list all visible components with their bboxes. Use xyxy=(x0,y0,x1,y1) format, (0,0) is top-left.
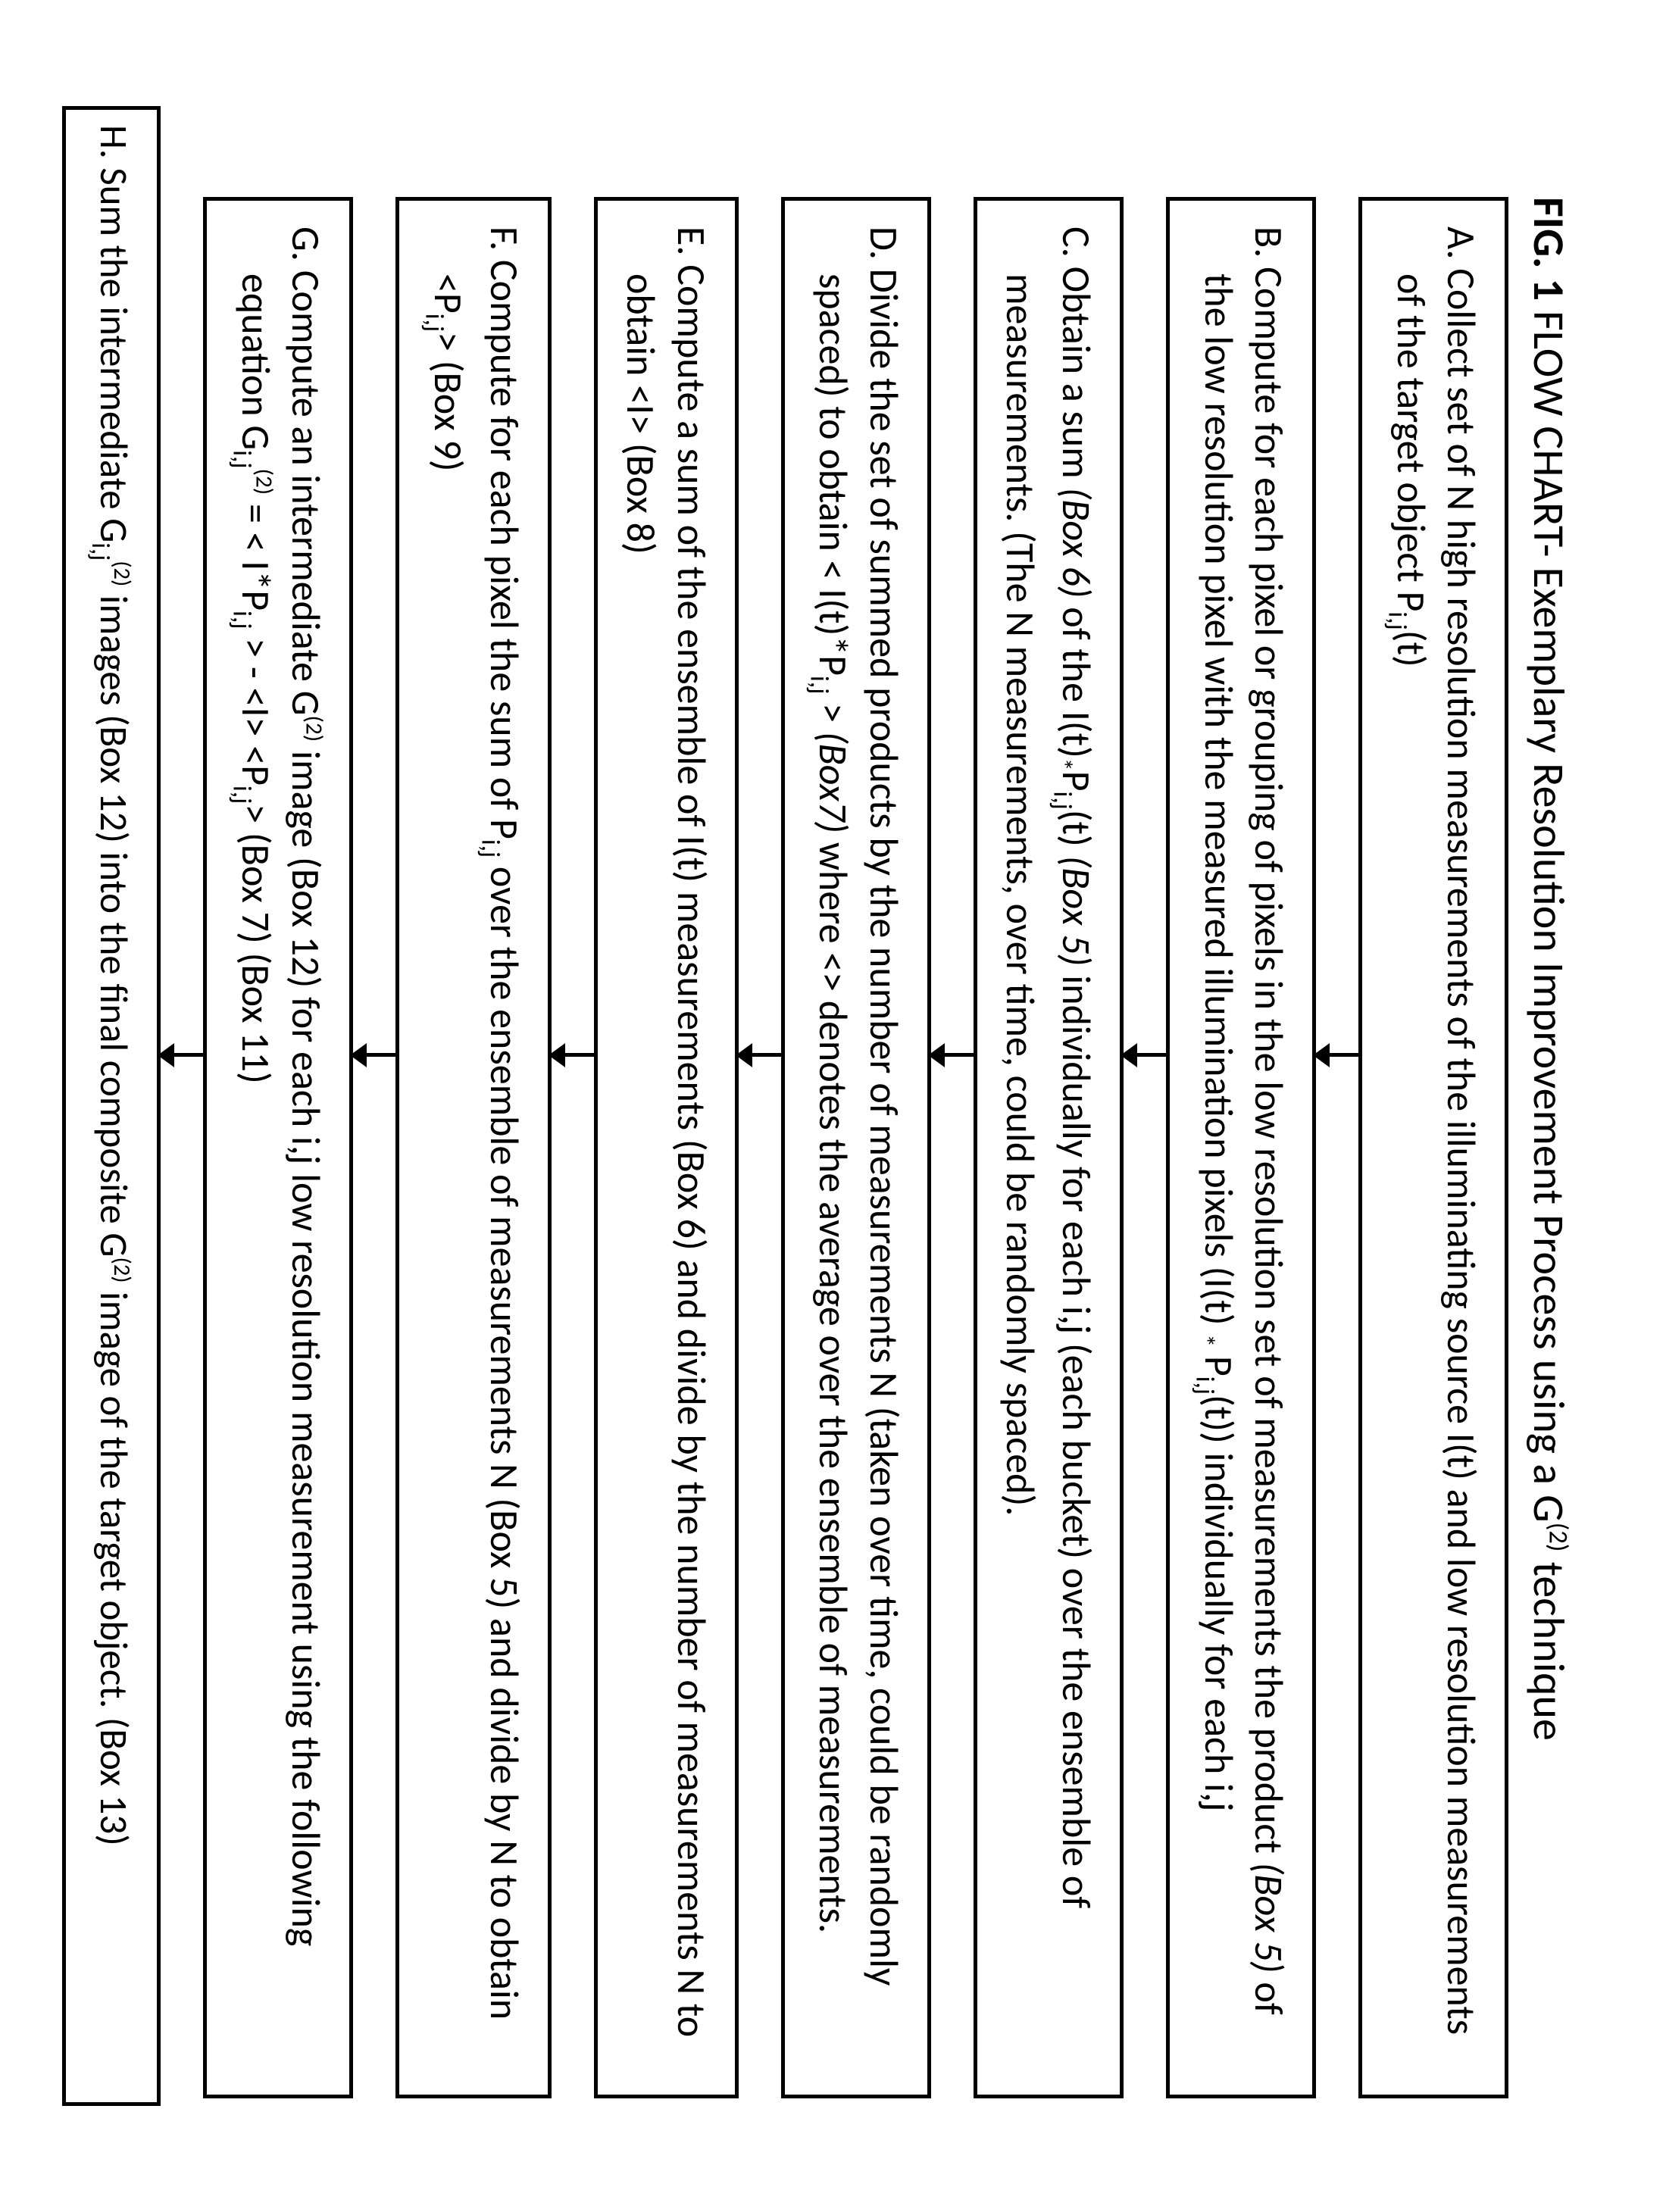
step-label: F. xyxy=(480,227,529,260)
step-text: Sum the intermediate Gi,j(2) images (Box… xyxy=(90,167,138,1846)
step-label: G. xyxy=(282,227,330,270)
step-text-wrap: C. Obtain a sum (Box 6) of the I(t)*Pi,j… xyxy=(996,227,1102,2069)
step-box-a: A. Collect set of N high resolution meas… xyxy=(1358,197,1508,2098)
arrow-stem xyxy=(940,1053,974,1057)
arrow-down-icon xyxy=(1124,197,1166,2098)
step-label: B. xyxy=(1245,227,1293,267)
arrow-head xyxy=(350,1043,367,1067)
arrow-stem xyxy=(561,1053,594,1057)
step-text-wrap: H. Sum the intermediate Gi,j(2) images (… xyxy=(84,125,139,2087)
figure-label-tail: technique xyxy=(1522,1551,1576,1740)
arrow-head xyxy=(1313,1043,1330,1067)
figure-label-rest: FLOW CHART- Exemplary Resolution Improve… xyxy=(1522,301,1576,1523)
step-text-wrap: B. Compute for each pixel or grouping of… xyxy=(1188,227,1294,2069)
figure-label-sup: (2) xyxy=(1542,1523,1574,1552)
step-label: E. xyxy=(667,227,716,264)
step-box-f: F. Compute for each pixel the sum of Pi,… xyxy=(395,197,551,2098)
arrow-down-icon xyxy=(552,197,594,2098)
arrow-stem xyxy=(1133,1053,1166,1057)
arrow-stem xyxy=(170,1053,203,1057)
step-text-wrap: F. Compute for each pixel the sum of Pi,… xyxy=(417,227,529,2069)
arrow-head xyxy=(1121,1043,1137,1067)
arrow-down-icon xyxy=(1316,197,1358,2098)
arrow-head xyxy=(549,1043,565,1067)
arrow-down-icon xyxy=(931,197,974,2098)
step-text: Compute for each pixel the sum of Pi,j o… xyxy=(424,260,529,2020)
figure-label-bold: FIG. 1 xyxy=(1522,197,1576,301)
arrow-down-icon xyxy=(739,197,781,2098)
step-box-c: C. Obtain a sum (Box 6) of the I(t)*Pi,j… xyxy=(974,197,1124,2098)
step-text: Obtain a sum (Box 6) of the I(t)*Pi,j(t)… xyxy=(996,267,1101,1909)
steps-container: A. Collect set of N high resolution meas… xyxy=(62,197,1508,2098)
step-text: Divide the set of summed products by the… xyxy=(809,269,908,1986)
step-box-h: H. Sum the intermediate Gi,j(2) images (… xyxy=(62,106,161,2106)
page-canvas: FIG. 1 FLOW CHART- Exemplary Resolution … xyxy=(0,0,1666,2212)
arrow-head xyxy=(928,1043,945,1067)
arrow-down-icon xyxy=(161,197,203,2098)
flowchart-content: FIG. 1 FLOW CHART- Exemplary Resolution … xyxy=(0,0,1666,2212)
arrow-stem xyxy=(748,1053,781,1057)
arrow-down-icon xyxy=(353,197,395,2098)
figure-title: FIG. 1 FLOW CHART- Exemplary Resolution … xyxy=(1522,197,1575,2098)
step-text: Collect set of N high resolution measure… xyxy=(1387,268,1486,2035)
step-label: A. xyxy=(1437,227,1486,268)
step-text: Compute an intermediate G(2) image (Box … xyxy=(232,270,331,1947)
step-text: Compute a sum of the ensemble of I(t) me… xyxy=(617,264,716,2037)
step-text-wrap: G. Compute an intermediate G(2) image (B… xyxy=(225,227,331,2069)
step-text: Compute for each pixel or grouping of pi… xyxy=(1195,267,1294,2014)
step-box-e: E. Compute a sum of the ensemble of I(t)… xyxy=(594,197,739,2098)
step-box-b: B. Compute for each pixel or grouping of… xyxy=(1166,197,1316,2098)
step-text-wrap: A. Collect set of N high resolution meas… xyxy=(1380,227,1486,2069)
step-label: C. xyxy=(1052,227,1101,267)
step-text-wrap: D. Divide the set of summed products by … xyxy=(803,227,909,2069)
arrow-head xyxy=(736,1043,752,1067)
arrow-head xyxy=(158,1043,174,1067)
step-label: D. xyxy=(860,227,908,269)
step-box-g: G. Compute an intermediate G(2) image (B… xyxy=(203,197,353,2098)
arrow-stem xyxy=(1325,1053,1358,1057)
arrow-stem xyxy=(362,1053,395,1057)
step-text-wrap: E. Compute a sum of the ensemble of I(t)… xyxy=(616,227,717,2069)
step-box-d: D. Divide the set of summed products by … xyxy=(781,197,931,2098)
step-label: H. xyxy=(90,125,138,167)
